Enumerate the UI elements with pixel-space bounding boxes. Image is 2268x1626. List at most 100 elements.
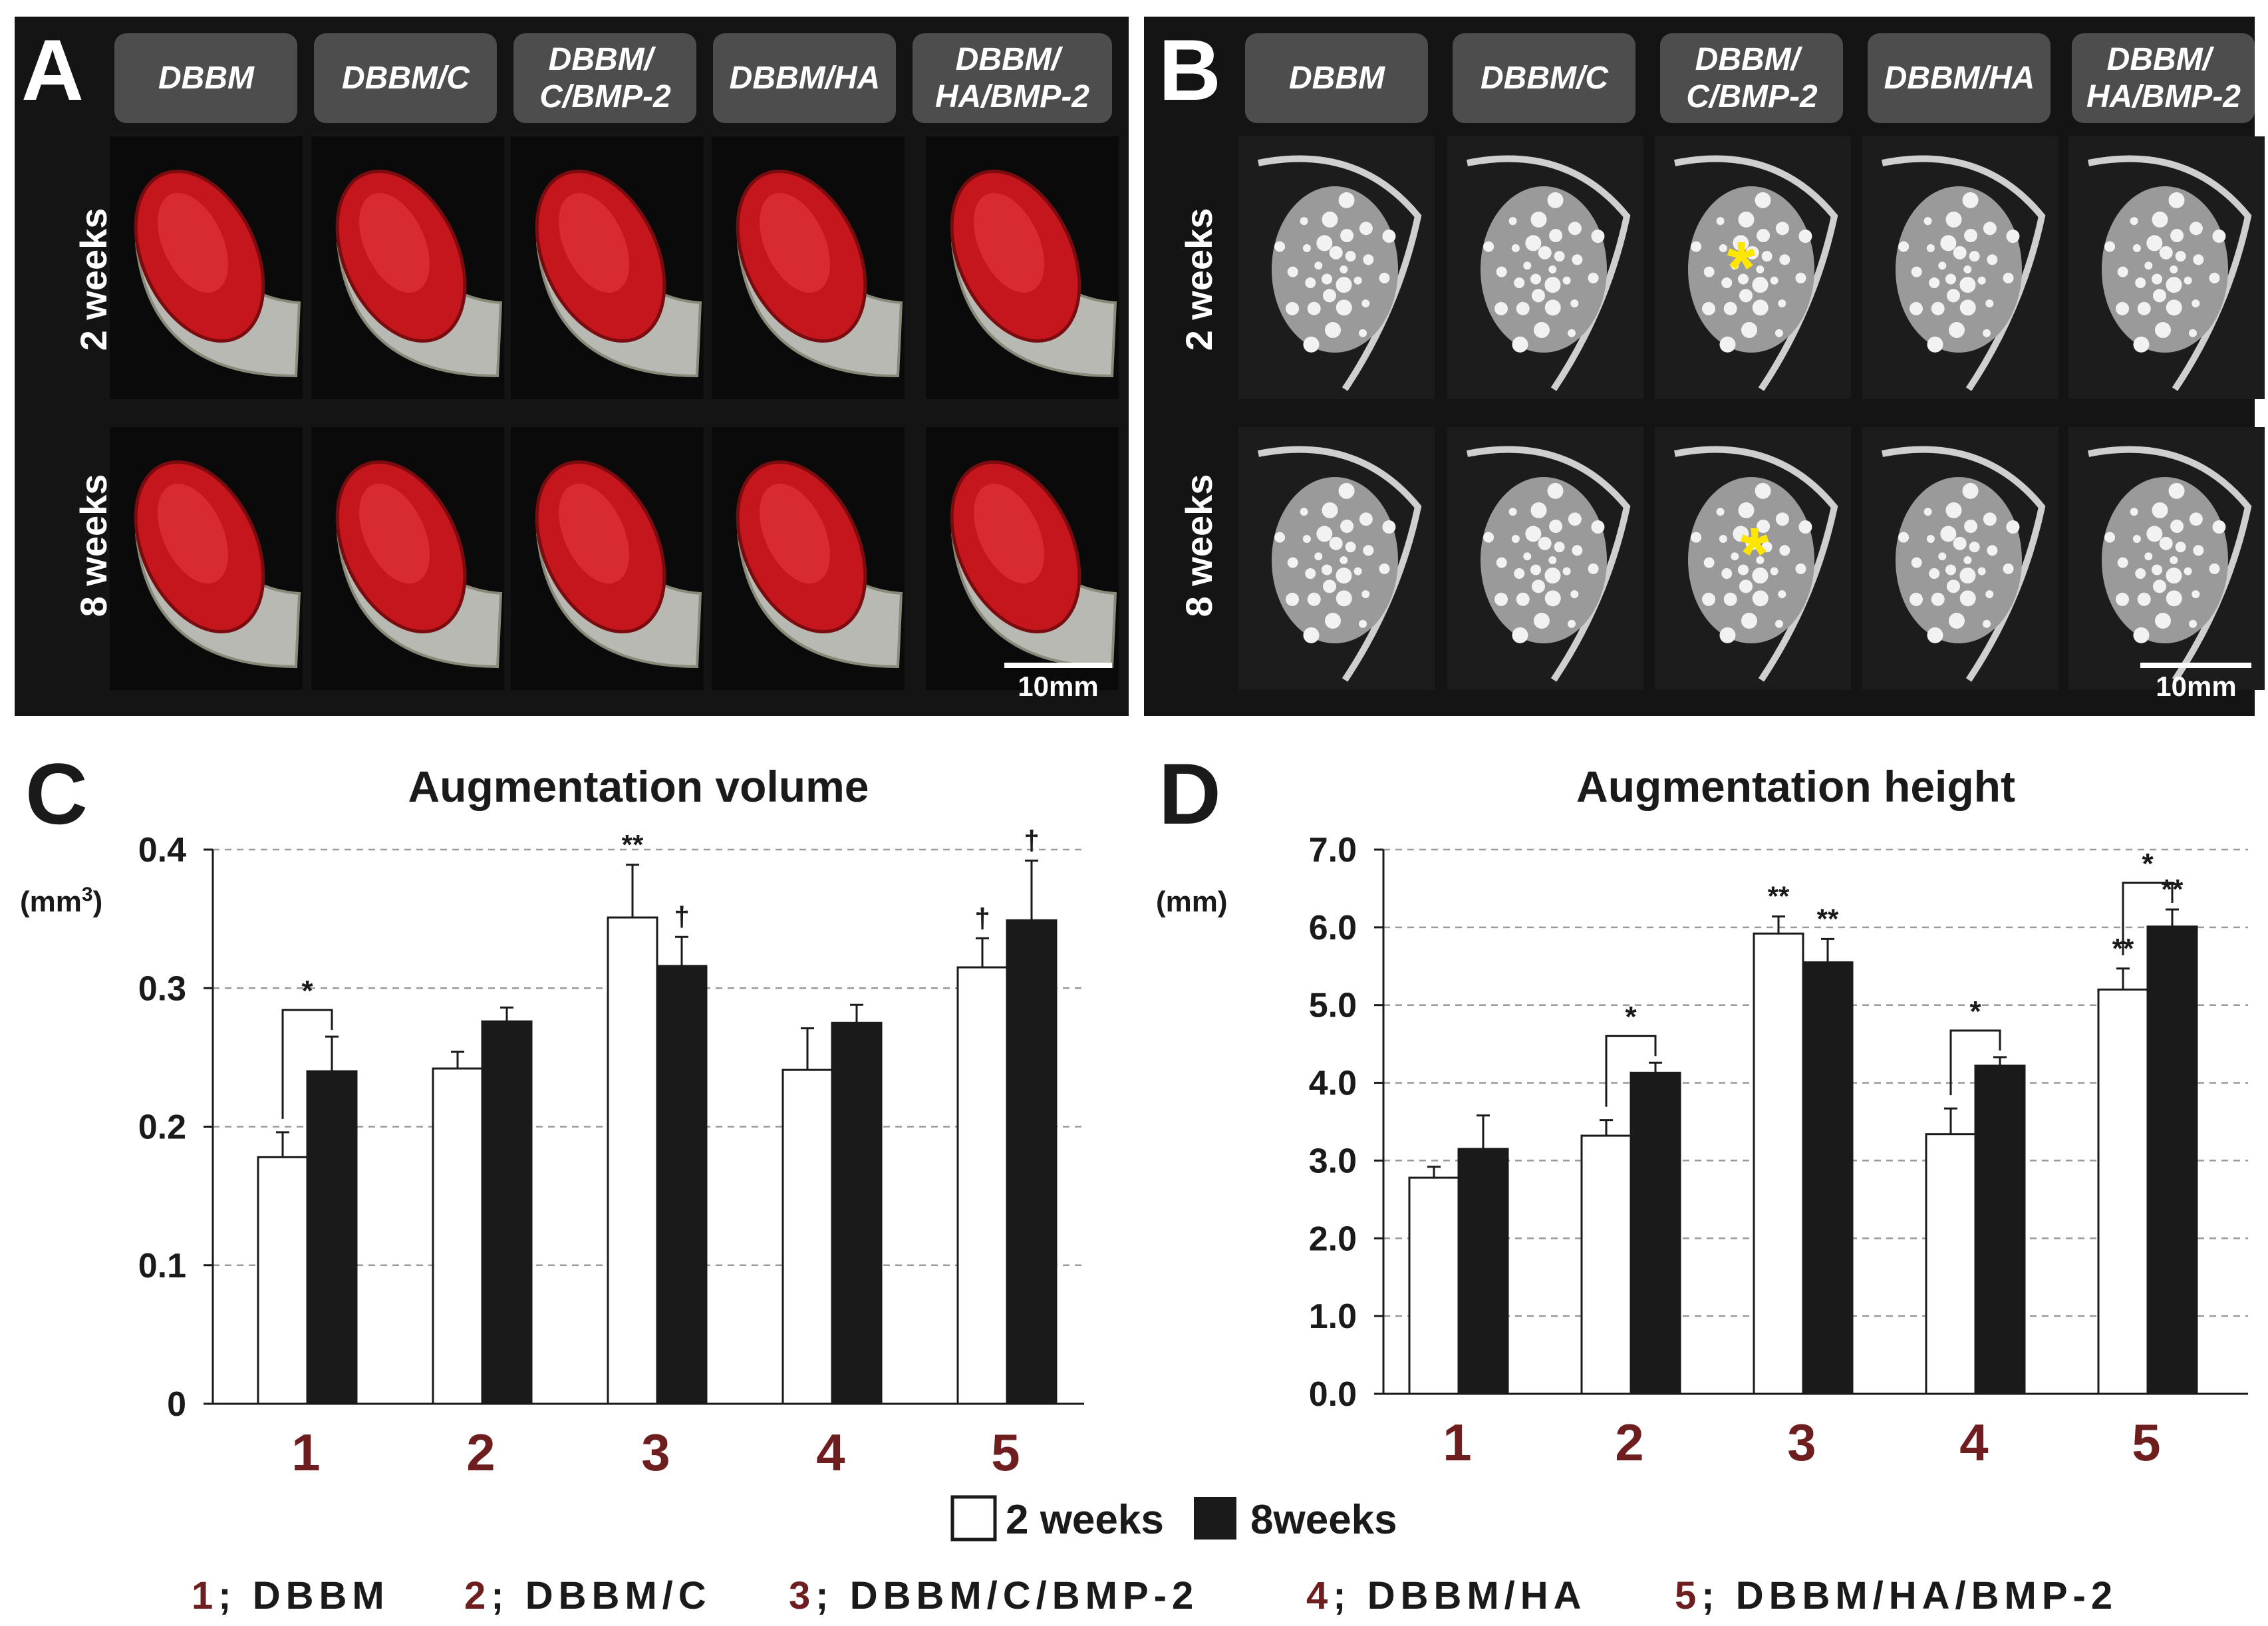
significance-mark: *	[2142, 848, 2154, 880]
graft-particle	[1340, 520, 1354, 534]
graft-particle	[1761, 542, 1772, 553]
group-key-4: 4; DBBM/HA	[1306, 1574, 1587, 1617]
graft-particle	[2189, 512, 2203, 526]
graft-particle	[1795, 272, 1806, 283]
panel-b-row-label-8w: 8 weeks	[1178, 474, 1220, 617]
graft-particle	[1494, 592, 1508, 606]
panel-a-header-1: DBBM	[158, 61, 255, 96]
graft-particle	[1929, 277, 1940, 289]
graft-particle	[1931, 592, 1945, 606]
graft-particle	[1302, 244, 1311, 252]
graft-particle	[2166, 299, 2182, 316]
render-image	[712, 427, 905, 690]
graft-particle	[1358, 619, 1367, 628]
graft-particle	[2104, 532, 2116, 543]
y-tick-label: 5.0	[1309, 987, 1357, 1025]
bar-2-weeks	[257, 1156, 309, 1405]
graft-particle	[1508, 217, 1517, 226]
sinus-wall	[1467, 155, 1631, 391]
graft-particle	[2188, 619, 2197, 628]
graft-particle	[1719, 244, 1727, 252]
significance-mark: **	[622, 829, 644, 860]
graft-particle	[1910, 301, 1923, 315]
graft-particle	[2003, 563, 2014, 574]
significance-bracket	[2122, 882, 2174, 955]
graft-particle	[1530, 502, 1547, 519]
graft-particle	[1948, 613, 1965, 629]
graft-particle	[2189, 222, 2203, 236]
significance-mark: *	[301, 975, 313, 1007]
significance-mark: †	[1024, 825, 1039, 856]
graft-highlight	[559, 193, 629, 293]
graft-highlight	[760, 193, 830, 293]
graft-particle	[1702, 301, 1716, 315]
graft-particle	[1959, 277, 1976, 293]
graft-particle	[1963, 265, 1972, 273]
graft-particle	[1588, 272, 1599, 283]
graft-particle	[2175, 542, 2186, 553]
graft-particle	[1329, 245, 1343, 259]
significance-mark: *	[1625, 1001, 1637, 1033]
graft-particle	[2116, 592, 2130, 606]
graft-particle	[1962, 482, 1979, 499]
ct-slice-image	[1862, 427, 2058, 690]
render-image	[712, 136, 905, 399]
chart-c-ylabel-superscript: 3	[82, 884, 93, 905]
graft-particle	[2137, 592, 2151, 606]
graft-particle	[1938, 261, 1947, 270]
graft-particle	[1286, 592, 1300, 606]
graft-particle	[2152, 502, 2168, 519]
graft-particle	[1353, 567, 1362, 575]
panel-b-scale-label: 10mm	[2156, 671, 2236, 702]
graft-particle	[2193, 254, 2204, 265]
group-key-5-number: 5	[1675, 1574, 1701, 1617]
bar-2-weeks	[607, 916, 658, 1405]
graft-particle	[1757, 229, 1771, 243]
graft-particle	[1964, 229, 1978, 243]
y-tick-label: 0.2	[138, 1108, 186, 1147]
graft-particle	[2175, 251, 2186, 262]
legend-swatch-8w	[1194, 1497, 1236, 1540]
bar-2-weeks	[432, 1067, 484, 1405]
graft-particle	[2152, 579, 2166, 593]
bar-2-weeks	[1925, 1133, 1977, 1395]
bar-8-weeks	[1457, 1148, 1509, 1395]
panel-b-row-label-2w: 2 weeks	[1178, 208, 1220, 351]
panel-a-header-4: DBBM/HA	[730, 61, 881, 96]
panel-b-column-headers: DBBM DBBM/C DBBM/ C/BMP-2 DBBM/HA DBBM/ …	[1245, 33, 2255, 123]
graft-particle	[2133, 336, 2150, 353]
graft-particle	[1516, 301, 1530, 315]
y-tick-label: 0.4	[138, 831, 186, 870]
graft-particle	[1345, 251, 1356, 262]
graft-particle	[2117, 266, 2128, 277]
graft-particle	[1512, 627, 1528, 643]
bar-2-weeks	[1408, 1176, 1460, 1395]
graft-particle	[1322, 289, 1336, 303]
graft-particle	[1544, 590, 1561, 607]
panel-b-ct-grid	[1238, 136, 2265, 690]
graft-particle	[2132, 244, 2141, 252]
graft-particle	[1953, 245, 1967, 259]
graft-particle	[1757, 520, 1771, 534]
group-key-2-label: ; DBBM/C	[491, 1574, 711, 1617]
ct-slice-image	[1238, 136, 1435, 399]
graft-particle	[1721, 277, 1733, 289]
ct-slice-image	[1655, 427, 1851, 690]
panel-b-header-3-line2: C/BMP-2	[1686, 79, 1818, 114]
graft-particle	[1567, 619, 1576, 628]
graft-particle	[1544, 568, 1561, 584]
graft-particle	[2212, 520, 2226, 534]
graft-particle	[1716, 508, 1725, 516]
panel-b-header-3: DBBM/ C/BMP-2	[1686, 42, 1818, 114]
graft-particle	[1300, 217, 1308, 226]
graft-particle	[2184, 276, 2192, 285]
panel-a-header-3-line2: C/BMP-2	[539, 79, 671, 114]
group-key-3: 3; DBBM/C/BMP-2	[789, 1574, 1199, 1617]
graft-particle	[1303, 336, 1320, 353]
graft-particle	[2003, 272, 2014, 283]
chart-d-plot: 0.01.02.03.04.05.06.07.01 2 3 4 5***********	[1309, 831, 2248, 1472]
panel-b-header-3-line1: DBBM/	[1695, 42, 1803, 77]
graft-particle	[1353, 276, 1362, 285]
graft-highlight	[760, 484, 830, 583]
graft-particle	[1738, 212, 1755, 228]
